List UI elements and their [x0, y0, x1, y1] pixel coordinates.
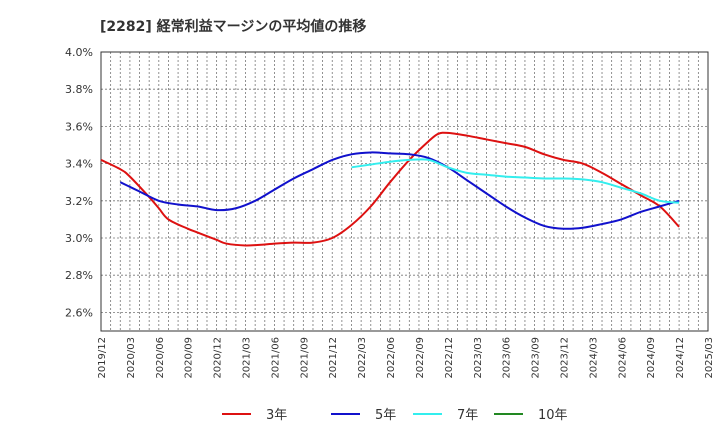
series-line-7年 [351, 158, 680, 204]
x-tick-label: 2023/06 [502, 337, 513, 379]
y-tick-label: 3.0% [65, 232, 93, 245]
x-tick-label: 2023/12 [559, 337, 570, 379]
y-tick-label: 3.8% [65, 83, 93, 96]
chart-title: [2282] 経常利益マージンの平均値の推移 [100, 18, 366, 35]
y-tick-label: 2.8% [65, 269, 93, 282]
y-tick-label: 4.0% [65, 46, 93, 59]
series-lines [100, 131, 680, 247]
legend-label-3年: 3年 [266, 408, 287, 423]
y-tick-label: 3.4% [65, 158, 93, 171]
legend-label-5年: 5年 [375, 408, 396, 423]
x-tick-label: 2020/09 [184, 337, 195, 379]
y-tick-label: 3.2% [65, 195, 93, 208]
x-tick-label: 2024/12 [675, 337, 686, 379]
x-tick-label: 2024/03 [588, 337, 599, 379]
x-tick-label: 2021/06 [270, 337, 281, 379]
x-tick-label: 2022/03 [357, 337, 368, 379]
plot-area [100, 51, 709, 332]
series-line-3年 [100, 131, 680, 247]
x-tick-label: 2023/03 [473, 337, 484, 379]
x-tick-label: 2023/09 [531, 337, 542, 379]
y-axis: 2.6% 2.8% 3.0% 3.2% 3.4% 3.6% 3.8% 4.0% [65, 46, 93, 319]
legend-label-7年: 7年 [457, 408, 478, 423]
x-tick-label: 2021/03 [242, 337, 253, 379]
x-tick-label: 2022/06 [386, 337, 397, 379]
x-tick-label: 2019/12 [97, 337, 108, 379]
y-tick-label: 3.6% [65, 120, 93, 133]
x-tick-label: 2020/12 [213, 337, 224, 379]
x-tick-label: 2020/03 [126, 337, 137, 379]
x-tick-label: 2022/12 [444, 337, 455, 379]
y-tick-label: 2.6% [65, 306, 93, 319]
x-axis: 2019/12 2020/03 2020/06 2020/09 2020/12 2021/… [97, 337, 715, 379]
x-tick-label: 2025/03 [704, 337, 715, 379]
legend: 3年 5年 7年 10年 [222, 408, 568, 423]
series-line-5年 [119, 151, 680, 230]
x-tick-label: 2020/06 [155, 337, 166, 379]
x-tick-label: 2022/09 [415, 337, 426, 379]
grid [100, 51, 709, 331]
x-tick-label: 2021/09 [299, 337, 310, 379]
x-tick-label: 2024/09 [646, 337, 657, 379]
x-tick-label: 2024/06 [617, 337, 628, 379]
legend-label-10年: 10年 [538, 408, 568, 423]
x-tick-label: 2021/12 [328, 337, 339, 379]
